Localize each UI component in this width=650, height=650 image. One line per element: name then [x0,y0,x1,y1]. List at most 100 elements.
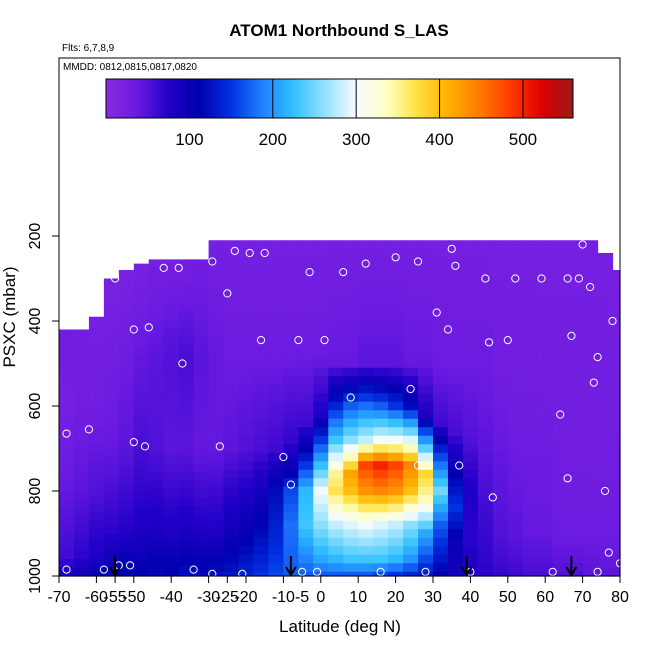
heatmap-cell [552,427,569,437]
heatmap-cell [193,335,210,345]
heatmap-cell [552,469,569,479]
heatmap-cell [492,469,509,479]
heatmap-cell [73,363,90,373]
heatmap-cell [328,495,344,505]
heatmap-cell [178,480,195,490]
heatmap-cell [253,401,270,411]
heatmap-cell [88,554,105,564]
heatmap-cell [418,461,434,471]
heatmap-cell [208,546,225,556]
heatmap-cell [522,461,539,471]
heatmap-cell [418,308,434,318]
heatmap-cell [148,480,165,490]
heatmap-cell [477,495,494,505]
heatmap-cell [418,384,434,394]
heatmap-cell [507,435,524,445]
heatmap-cell [477,342,494,352]
heatmap-cell [118,321,135,331]
heatmap-cell [59,406,75,416]
heatmap-cell [477,410,494,420]
heatmap-cell [433,529,449,539]
heatmap-cell [582,342,599,352]
heatmap-cell [223,393,240,403]
heatmap-cell [163,463,180,473]
heatmap-cell [88,478,105,488]
heatmap-cell [522,435,539,445]
heatmap-cell [462,367,479,377]
heatmap-cell [238,291,255,301]
observation-point [548,567,557,576]
heatmap-cell [537,376,554,386]
heatmap-cell [268,282,284,292]
heatmap-cell [178,310,195,320]
heatmap-cell [537,342,554,352]
heatmap-cell [522,350,539,360]
heatmap-cell [253,325,270,335]
heatmap-cell [253,257,270,267]
heatmap-cell [343,486,359,496]
observation-point [485,338,494,347]
heatmap-cell [552,342,569,352]
heatmap-cell [477,240,494,250]
x-tick-label: -60 [85,589,108,606]
heatmap-cell [328,486,344,496]
heatmap-cell [552,563,569,573]
heatmap-cell [238,554,255,564]
heatmap-cell [178,386,195,396]
heatmap-cell [507,299,524,309]
heatmap-cell [118,542,135,552]
heatmap-cell [388,240,404,250]
heatmap-cell [88,376,105,386]
heatmap-cell [298,291,314,301]
heatmap-cell [597,321,614,331]
heatmap-cell [433,461,449,471]
heatmap-cell [597,542,614,552]
heatmap-cell [283,461,299,471]
heatmap-cell [238,308,255,318]
x-tick-label: -10 [272,589,295,606]
heatmap-cell [388,469,404,479]
heatmap-cell [268,571,284,577]
heatmap-cell [567,520,584,530]
heatmap-cell [268,299,284,309]
heatmap-cell [268,240,284,250]
x-tick-label: -50 [122,589,145,606]
heatmap-cell [328,308,344,318]
heatmap-cell [298,359,314,369]
heatmap-cell [418,427,434,437]
heatmap-cell [447,359,464,369]
heatmap-cell [118,440,135,450]
heatmap-cell [73,482,90,492]
heatmap-cell [597,508,614,518]
heatmap-cell [433,554,449,564]
heatmap-cell [148,344,165,354]
heatmap-cell [552,444,569,454]
heatmap-cell [223,299,240,309]
heatmap-cell [73,567,90,577]
heatmap-cell [388,367,404,377]
heatmap-cell [373,529,389,539]
heatmap-cell [343,461,359,471]
heatmap-cell [208,503,225,513]
heatmap-cell [298,486,314,496]
heatmap-cell [103,287,120,297]
heatmap-cell [462,325,479,335]
heatmap-cell [507,342,524,352]
heatmap-cell [418,248,434,258]
heatmap-cell [328,520,344,530]
heatmap-cell [403,257,419,267]
heatmap-cell [462,529,479,539]
heatmap-cell [447,333,464,343]
observation-point [406,384,415,394]
heatmap-cell [477,435,494,445]
x-tick-label: -40 [160,589,183,606]
heatmap-cell [118,287,135,297]
heatmap-cell [608,448,621,458]
heatmap-cell [403,444,419,454]
heatmap-cell [433,469,449,479]
heatmap-cell [552,512,569,522]
heatmap-cell [552,350,569,360]
heatmap-cell [433,452,449,462]
heatmap-cell [552,384,569,394]
heatmap-cell [133,459,150,469]
